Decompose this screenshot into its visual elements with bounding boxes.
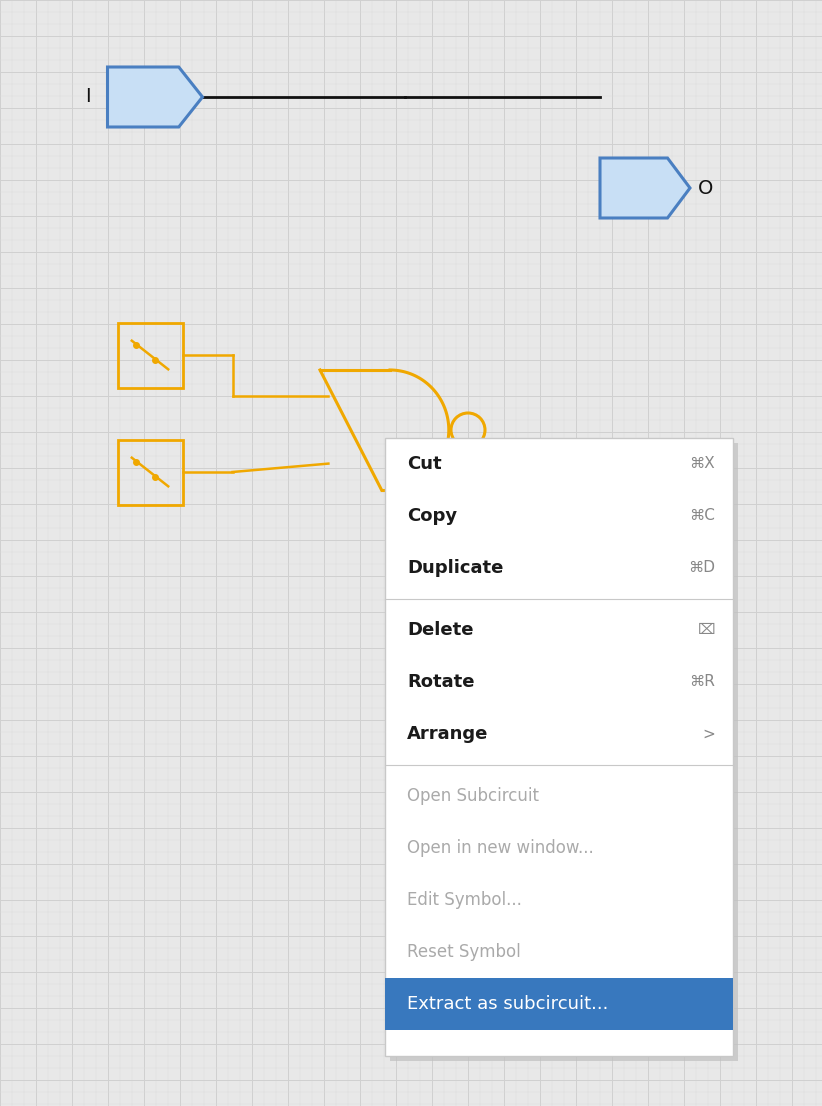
Text: Copy: Copy: [407, 507, 457, 525]
Text: ⌘D: ⌘D: [688, 561, 715, 575]
Text: Delete: Delete: [407, 620, 473, 639]
Text: Reset Symbol: Reset Symbol: [407, 943, 521, 961]
Polygon shape: [108, 67, 202, 127]
Bar: [390, 444, 738, 1061]
Text: Arrange: Arrange: [407, 726, 488, 743]
Text: ⌧: ⌧: [697, 623, 715, 637]
Text: Open in new window...: Open in new window...: [407, 839, 593, 857]
Text: Rotate: Rotate: [407, 672, 474, 691]
Polygon shape: [600, 158, 690, 218]
Text: ⌘X: ⌘X: [690, 457, 715, 471]
Text: O: O: [699, 178, 713, 198]
Bar: [118, 323, 182, 387]
Bar: [385, 438, 733, 1056]
Bar: [118, 439, 182, 504]
Bar: [385, 978, 733, 1030]
Text: Open Subcircuit: Open Subcircuit: [407, 787, 539, 805]
Text: ⌘R: ⌘R: [689, 675, 715, 689]
Text: Extract as subcircuit...: Extract as subcircuit...: [407, 995, 608, 1013]
Text: Cut: Cut: [407, 455, 441, 473]
Text: I: I: [85, 87, 90, 106]
Text: ⌘C: ⌘C: [689, 509, 715, 523]
Text: >: >: [702, 727, 715, 741]
Text: Duplicate: Duplicate: [407, 559, 503, 577]
Text: Edit Symbol...: Edit Symbol...: [407, 891, 522, 909]
